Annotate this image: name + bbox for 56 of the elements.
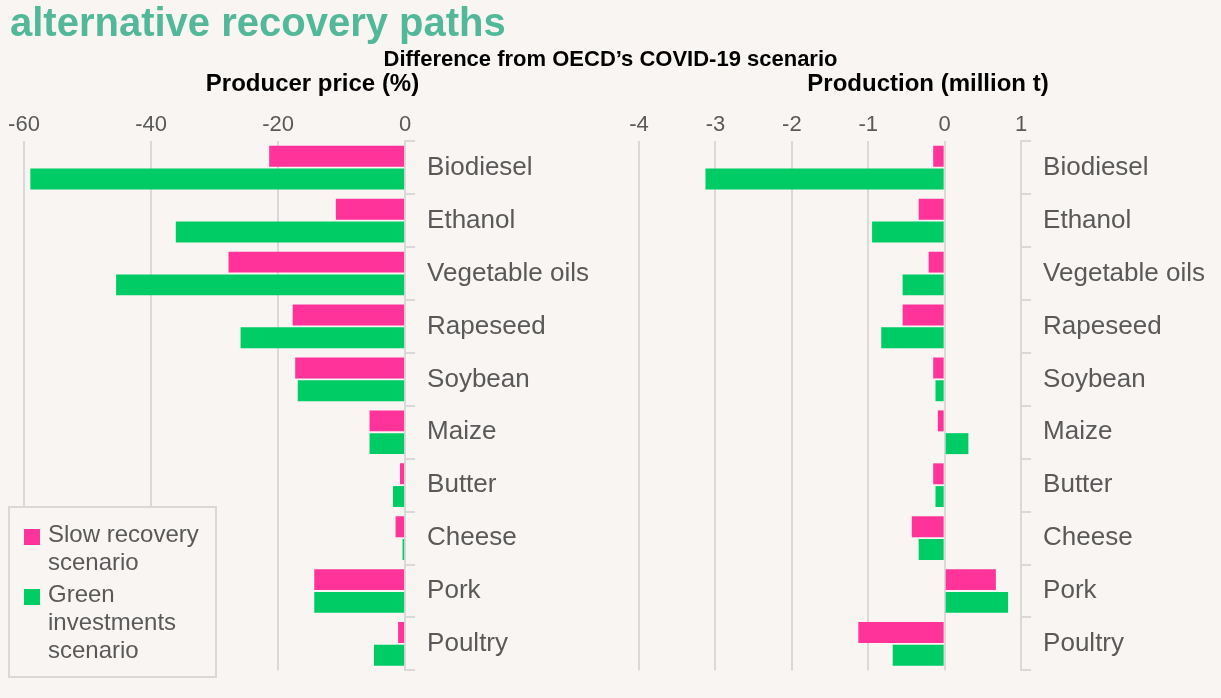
y-tick-label: Ethanol — [1043, 203, 1132, 234]
chart-title: Production (million t) — [807, 69, 1049, 97]
y-tick-label: Cheese — [1043, 521, 1133, 552]
bar — [705, 168, 944, 190]
bar — [933, 357, 944, 379]
chart-title: Producer price (%) — [205, 69, 420, 97]
bar — [902, 304, 944, 326]
bar — [935, 486, 944, 508]
y-tick-label: Biodiesel — [1043, 150, 1149, 181]
bar — [937, 410, 944, 432]
y-tick-label: Vegetable oils — [427, 256, 589, 287]
y-tick-label: Poultry — [1043, 627, 1125, 658]
y-tick-label: Maize — [427, 415, 497, 446]
y-tick-label: Poultry — [427, 627, 509, 658]
bar — [945, 591, 1009, 613]
y-tick-label: Soybean — [1043, 362, 1146, 393]
bar — [872, 221, 944, 243]
y-tick-label: Rapeseed — [427, 309, 546, 340]
bar — [911, 516, 944, 538]
x-tick-label: -60 — [8, 111, 40, 137]
y-tick-label: Butter — [427, 468, 497, 499]
y-tick-label: Maize — [1043, 415, 1113, 446]
y-tick-label: Butter — [1043, 468, 1113, 499]
y-tick-label: Rapeseed — [1043, 309, 1162, 340]
bar — [858, 622, 944, 644]
bar — [918, 539, 944, 560]
bar — [892, 644, 944, 666]
x-tick-label: -40 — [135, 111, 167, 137]
text: Difference from OECD’s COVID-19 scenario — [382, 46, 839, 72]
x-tick-label: -20 — [262, 111, 294, 137]
y-tick-label: Vegetable oils — [1043, 256, 1205, 287]
bar — [935, 380, 944, 402]
bar — [881, 327, 944, 349]
x-tick-label: 0 — [938, 111, 951, 137]
x-tick-label: -1 — [858, 111, 879, 137]
y-tick-label: Ethanol — [427, 203, 516, 234]
y-tick-label: Biodiesel — [427, 150, 533, 181]
bar — [933, 463, 944, 485]
bar — [902, 274, 944, 296]
x-tick-label: 1 — [1014, 111, 1028, 137]
text: alternative recovery paths — [10, 0, 506, 45]
bar — [945, 433, 969, 455]
x-tick-label: -4 — [629, 111, 649, 137]
y-tick-label: Cheese — [427, 521, 517, 552]
x-tick-label: 0 — [398, 111, 412, 137]
bar — [933, 145, 944, 167]
bar — [918, 198, 944, 220]
bar — [945, 569, 996, 591]
bar — [928, 251, 944, 273]
y-tick-label: Pork — [1043, 574, 1098, 605]
legend-label: Slow recovery scenario — [48, 520, 200, 576]
x-tick-label: -2 — [782, 111, 802, 137]
legend-label: Green investments scenario — [48, 580, 178, 664]
y-tick-label: Soybean — [427, 362, 530, 393]
y-tick-label: Pork — [427, 574, 482, 605]
x-tick-label: -3 — [705, 111, 726, 137]
